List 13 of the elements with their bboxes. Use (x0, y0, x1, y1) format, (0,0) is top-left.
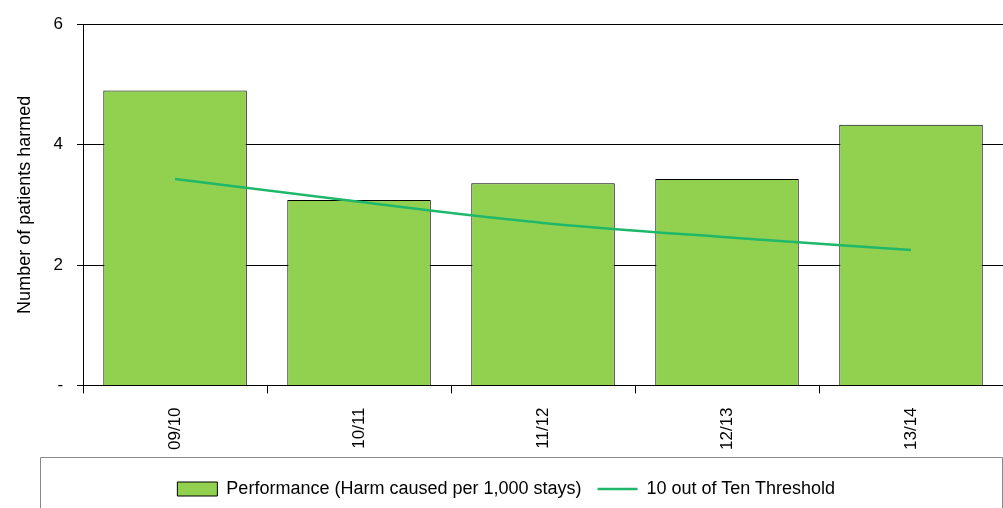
y-tick-label: 6 (53, 13, 64, 33)
x-tick-label: 10/11 (348, 407, 368, 449)
x-tick-label: 11/12 (532, 407, 552, 449)
legend-label: 10 out of Ten Threshold (646, 477, 835, 498)
x-tick-label: 13/14 (900, 407, 920, 451)
y-axis-title: Number of patients harmed (13, 95, 34, 314)
y-tick-label: - (57, 375, 64, 395)
x-tick-label: 12/13 (716, 407, 736, 451)
legend-label: Performance (Harm caused per 1,000 stays) (226, 477, 582, 498)
x-tick-label: 09/10 (164, 407, 184, 451)
y-tick-label: 4 (53, 134, 64, 154)
line-series (173, 177, 913, 252)
y-tick-label: 2 (53, 254, 64, 274)
